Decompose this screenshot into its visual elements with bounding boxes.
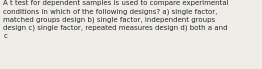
Text: A t test for dependent samples is used to compare experimental
conditions in whi: A t test for dependent samples is used t…	[3, 0, 229, 39]
